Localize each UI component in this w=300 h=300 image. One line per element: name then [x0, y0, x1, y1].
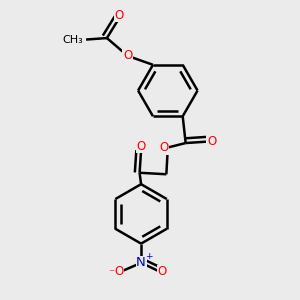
Text: O: O [123, 50, 132, 62]
Text: O: O [207, 135, 216, 148]
Text: ⁻: ⁻ [108, 267, 114, 280]
Text: O: O [114, 266, 123, 278]
Text: +: + [145, 252, 152, 261]
Text: O: O [160, 141, 169, 154]
Text: N: N [136, 256, 146, 269]
Text: O: O [157, 266, 167, 278]
Text: O: O [136, 140, 146, 153]
Text: CH₃: CH₃ [62, 34, 83, 45]
Text: O: O [114, 9, 123, 22]
